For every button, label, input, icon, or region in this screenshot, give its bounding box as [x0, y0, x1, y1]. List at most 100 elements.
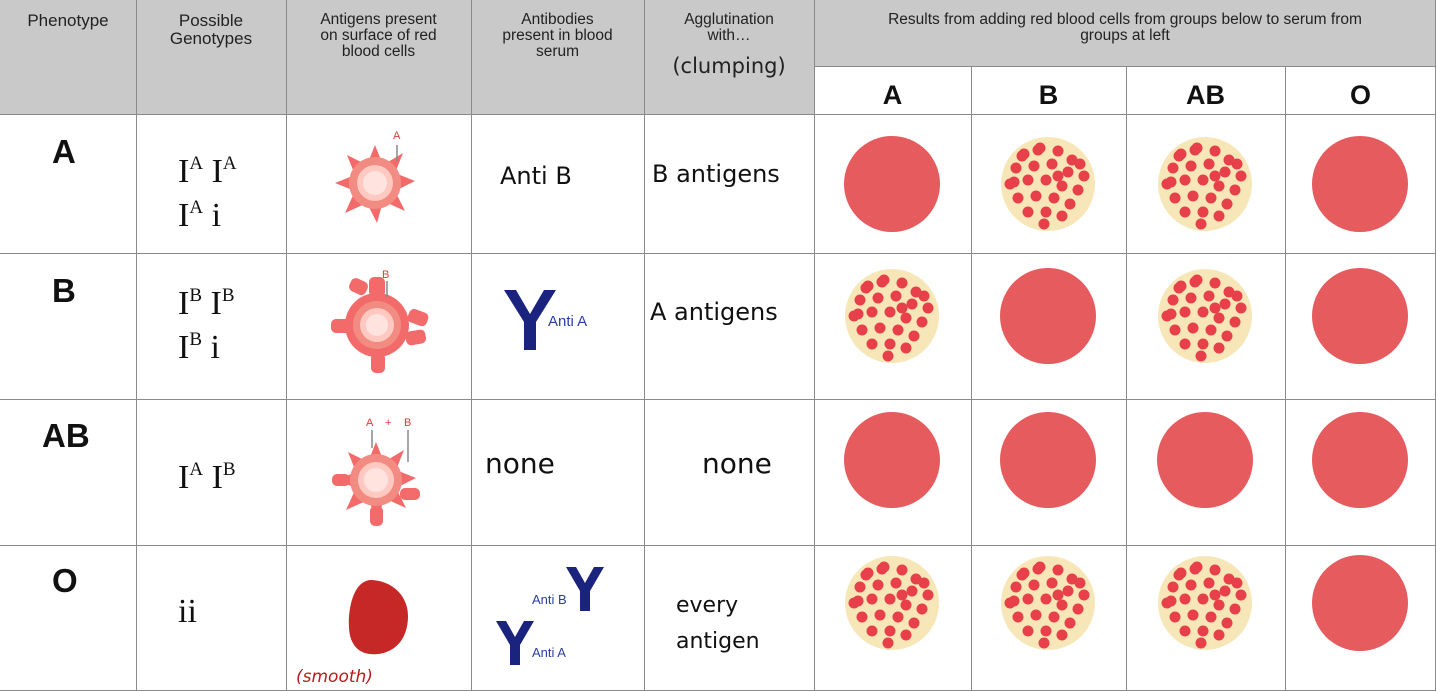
clump-dot [1028, 160, 1040, 172]
clump-dot [896, 277, 908, 289]
header-antigens-line3: blood cells [341, 43, 416, 60]
clump-dot [1179, 338, 1191, 350]
clump-dot [1213, 180, 1225, 192]
y-antibody-icon [504, 290, 556, 350]
clump-dot [900, 629, 912, 641]
result-col-ab-label: AB [1186, 80, 1225, 110]
clump-dot [1052, 170, 1064, 182]
result-clumped-b-row-o [1001, 556, 1095, 650]
clump-dot [1048, 611, 1060, 623]
clump-dot [876, 563, 888, 575]
clump-dot [1213, 599, 1225, 611]
result-smooth-b-row-b [1000, 268, 1096, 364]
clump-dot [1185, 160, 1197, 172]
result-smooth-o-row-ab [1312, 412, 1408, 508]
clump-dot [1203, 577, 1215, 589]
clump-dot [860, 282, 872, 294]
clump-dot [1213, 210, 1225, 222]
clump-dot [1189, 144, 1201, 156]
antigen-cell-ab-image: A + B [332, 417, 420, 526]
clump-dot [1219, 585, 1231, 597]
clump-dot [896, 589, 908, 601]
clump-dot [1052, 564, 1064, 576]
result-smooth-ab-row-ab [1157, 412, 1253, 508]
antibody-text-ab: none [485, 447, 555, 480]
clump-dot [896, 564, 908, 576]
clump-dot [1010, 162, 1022, 174]
agglutination-o-line1: every [676, 593, 739, 618]
grid-line [971, 66, 972, 691]
clump-dot [1187, 190, 1199, 202]
antigen-label: B [382, 269, 389, 281]
header-phenotype: Phenotype [0, 0, 136, 114]
clump-dot [906, 298, 918, 310]
clump-dot [1179, 593, 1191, 605]
result-clumped-ab-row-o [1158, 556, 1252, 650]
antigen-cell-a-image: A [335, 130, 415, 223]
clump-dot [1016, 569, 1028, 581]
clump-dot [852, 595, 864, 607]
smooth-blood-drop [1000, 412, 1096, 508]
result-clumped-b-row-a [1001, 137, 1095, 231]
clump-dot [918, 577, 930, 589]
header-genotypes: Possible Genotypes [136, 0, 286, 114]
agglutination-ab: none [702, 447, 772, 480]
clump-dot [1040, 206, 1052, 218]
header-agglutination: Agglutination with… (clumping) [644, 0, 814, 114]
clump-dot [1209, 145, 1221, 157]
clump-dot [916, 316, 928, 328]
header-genotypes-line1: Possible [178, 11, 244, 30]
clump-dot [890, 577, 902, 589]
grid-line [0, 545, 1436, 546]
knobby-red-cell [331, 277, 429, 373]
clump-dot [856, 324, 868, 336]
antigen-label: A [393, 130, 401, 142]
smooth-blood-drop [844, 412, 940, 508]
clump-dot [1187, 609, 1199, 621]
phenotype-ab: AB [42, 417, 90, 454]
clump-dot [1185, 292, 1197, 304]
clump-dot [1165, 308, 1177, 320]
clump-dot [1022, 593, 1034, 605]
clump-dot [854, 581, 866, 593]
clump-dot [1231, 290, 1243, 302]
clump-dot [1205, 324, 1217, 336]
header-antigens-line2: on surface of red [320, 27, 437, 44]
clump-dot [1235, 302, 1247, 314]
clump-dot [890, 290, 902, 302]
spiky-red-cell [335, 145, 415, 223]
result-col-ab: AB [1126, 66, 1285, 114]
clump-dot [1205, 611, 1217, 623]
clump-dot [1028, 579, 1040, 591]
clump-dot [1046, 158, 1058, 170]
clump-dot [1219, 298, 1231, 310]
clump-dot [1074, 158, 1086, 170]
clump-dot [906, 585, 918, 597]
header-results: Results from adding red blood cells from… [814, 0, 1436, 66]
clump-dot [1209, 589, 1221, 601]
result-clumped-a-row-b [845, 269, 939, 363]
smooth-blood-drop [1157, 412, 1253, 508]
antigen-plus: + [385, 417, 391, 429]
clump-dot [852, 308, 864, 320]
antibody-label-b: Anti B [532, 592, 567, 607]
clump-dot [1030, 609, 1042, 621]
clump-dot [874, 322, 886, 334]
clump-dot [856, 611, 868, 623]
result-smooth-a-row-ab [844, 412, 940, 508]
agglutination-a: B antigens [652, 160, 780, 188]
result-smooth-o-row-a [1312, 136, 1408, 232]
genotype-a: IA IA IA i [178, 150, 237, 238]
clump-dot [922, 589, 934, 601]
clump-dot [1022, 174, 1034, 186]
clump-dot [1197, 593, 1209, 605]
genotype-ab: IA IB [178, 456, 236, 500]
clump-dot [874, 609, 886, 621]
clump-dot [896, 302, 908, 314]
clump-dot [1221, 198, 1233, 210]
clump-dot [1189, 276, 1201, 288]
result-col-a: A [814, 66, 971, 114]
mixed-red-cell [332, 442, 420, 526]
clump-dot [1056, 629, 1068, 641]
clump-dot [1167, 294, 1179, 306]
